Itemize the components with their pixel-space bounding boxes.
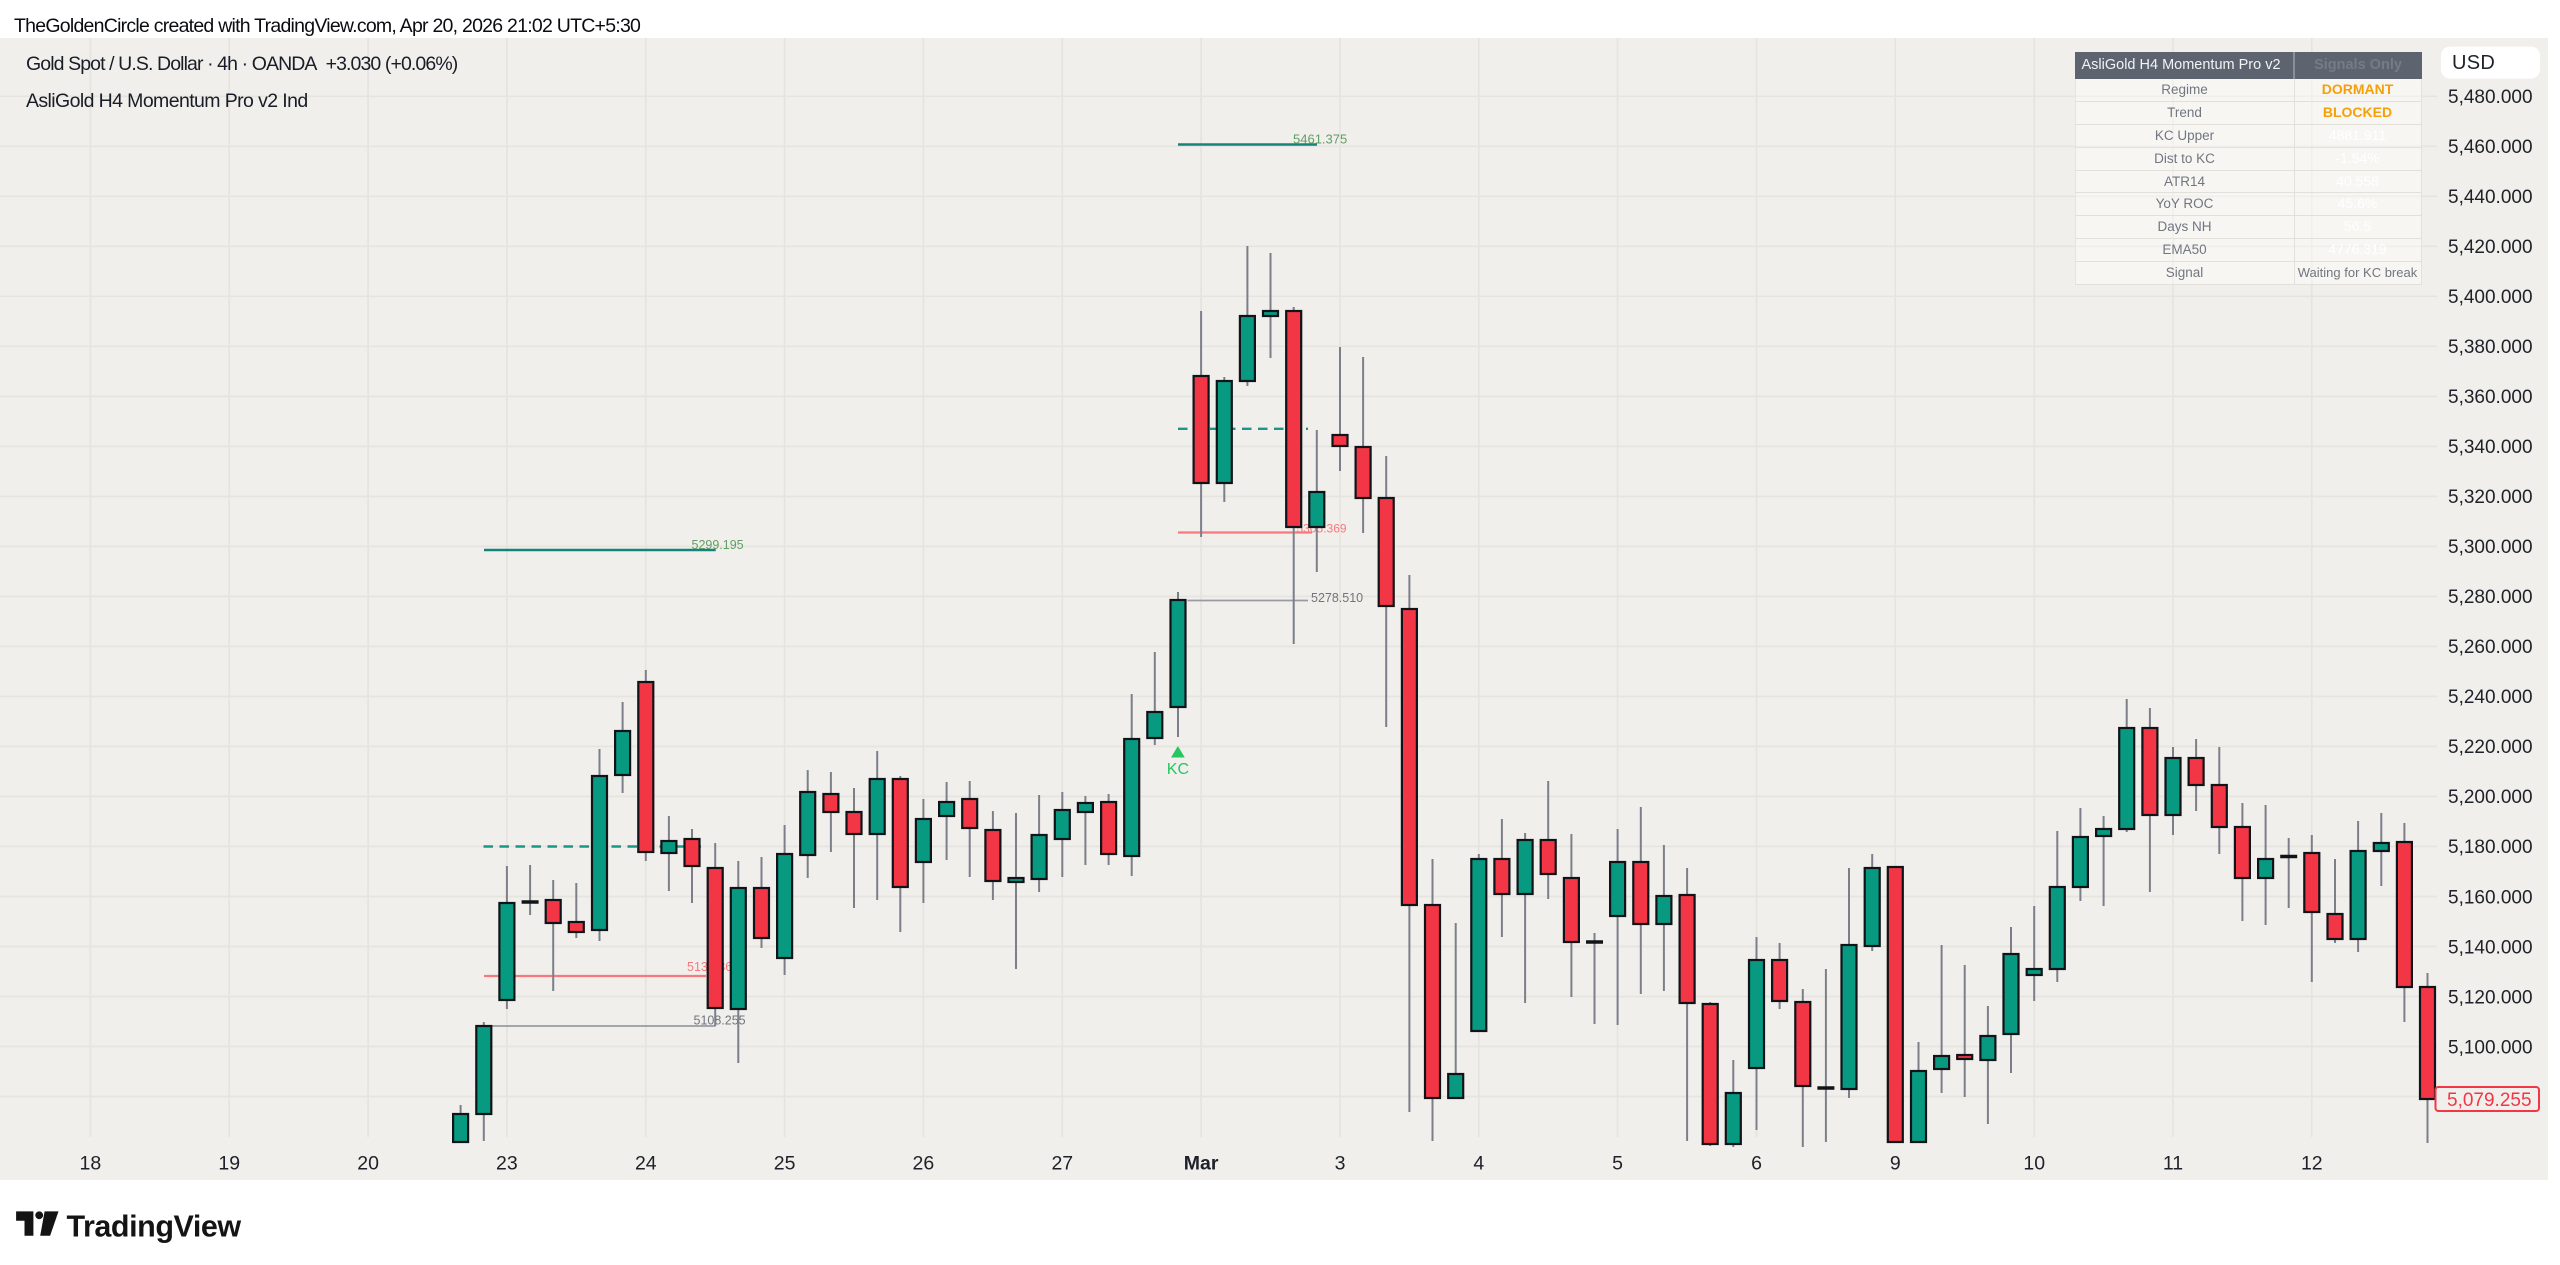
svg-text:5,480.000: 5,480.000 bbox=[2448, 87, 2533, 108]
svg-text:5,460.000: 5,460.000 bbox=[2448, 137, 2533, 158]
svg-text:5461.375: 5461.375 bbox=[1293, 132, 1347, 147]
svg-text:5,340.000: 5,340.000 bbox=[2448, 437, 2533, 458]
svg-text:5,160.000: 5,160.000 bbox=[2448, 887, 2533, 908]
svg-text:5,140.000: 5,140.000 bbox=[2448, 937, 2533, 958]
svg-text:5,420.000: 5,420.000 bbox=[2448, 237, 2533, 258]
svg-text:KC: KC bbox=[1167, 761, 1189, 778]
svg-text:5: 5 bbox=[1612, 1153, 1623, 1175]
svg-text:5,180.000: 5,180.000 bbox=[2448, 837, 2533, 858]
svg-text:5,400.000: 5,400.000 bbox=[2448, 287, 2533, 308]
svg-text:9: 9 bbox=[1890, 1153, 1901, 1175]
svg-text:10: 10 bbox=[2023, 1153, 2045, 1175]
svg-text:5278.510: 5278.510 bbox=[1311, 591, 1363, 605]
svg-text:24: 24 bbox=[635, 1153, 657, 1175]
svg-text:12: 12 bbox=[2301, 1153, 2323, 1175]
svg-text:4: 4 bbox=[1473, 1153, 1484, 1175]
svg-text:5,380.000: 5,380.000 bbox=[2448, 337, 2533, 358]
svg-text:5,100.000: 5,100.000 bbox=[2448, 1037, 2533, 1058]
svg-text:6: 6 bbox=[1751, 1153, 1762, 1175]
svg-text:USD: USD bbox=[2452, 52, 2495, 74]
svg-text:5,360.000: 5,360.000 bbox=[2448, 387, 2533, 408]
svg-text:18: 18 bbox=[80, 1153, 102, 1175]
svg-text:26: 26 bbox=[913, 1153, 935, 1175]
svg-text:5,120.000: 5,120.000 bbox=[2448, 987, 2533, 1008]
svg-text:TradingView: TradingView bbox=[67, 1210, 242, 1244]
svg-text:25: 25 bbox=[774, 1153, 796, 1175]
svg-text:Mar: Mar bbox=[1184, 1153, 1219, 1175]
svg-text:5,320.000: 5,320.000 bbox=[2448, 487, 2533, 508]
svg-text:5,079.255: 5,079.255 bbox=[2447, 1090, 2532, 1111]
svg-text:19: 19 bbox=[218, 1153, 240, 1175]
svg-text:5,220.000: 5,220.000 bbox=[2448, 737, 2533, 758]
svg-text:5299.195: 5299.195 bbox=[692, 538, 744, 552]
svg-text:5,280.000: 5,280.000 bbox=[2448, 587, 2533, 608]
svg-text:3: 3 bbox=[1335, 1153, 1346, 1175]
svg-text:11: 11 bbox=[2163, 1153, 2183, 1175]
svg-text:5,440.000: 5,440.000 bbox=[2448, 187, 2533, 208]
svg-text:5,240.000: 5,240.000 bbox=[2448, 687, 2533, 708]
svg-text:5,200.000: 5,200.000 bbox=[2448, 787, 2533, 808]
svg-text:5108.255: 5108.255 bbox=[694, 1014, 746, 1028]
svg-text:5,300.000: 5,300.000 bbox=[2448, 537, 2533, 558]
svg-text:27: 27 bbox=[1051, 1153, 1073, 1175]
svg-text:20: 20 bbox=[357, 1153, 379, 1175]
svg-text:5,260.000: 5,260.000 bbox=[2448, 637, 2533, 658]
svg-text:23: 23 bbox=[496, 1153, 518, 1175]
